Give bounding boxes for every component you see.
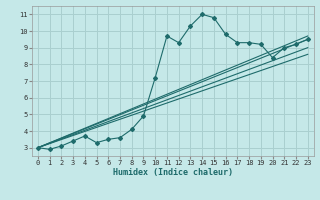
X-axis label: Humidex (Indice chaleur): Humidex (Indice chaleur) bbox=[113, 168, 233, 177]
